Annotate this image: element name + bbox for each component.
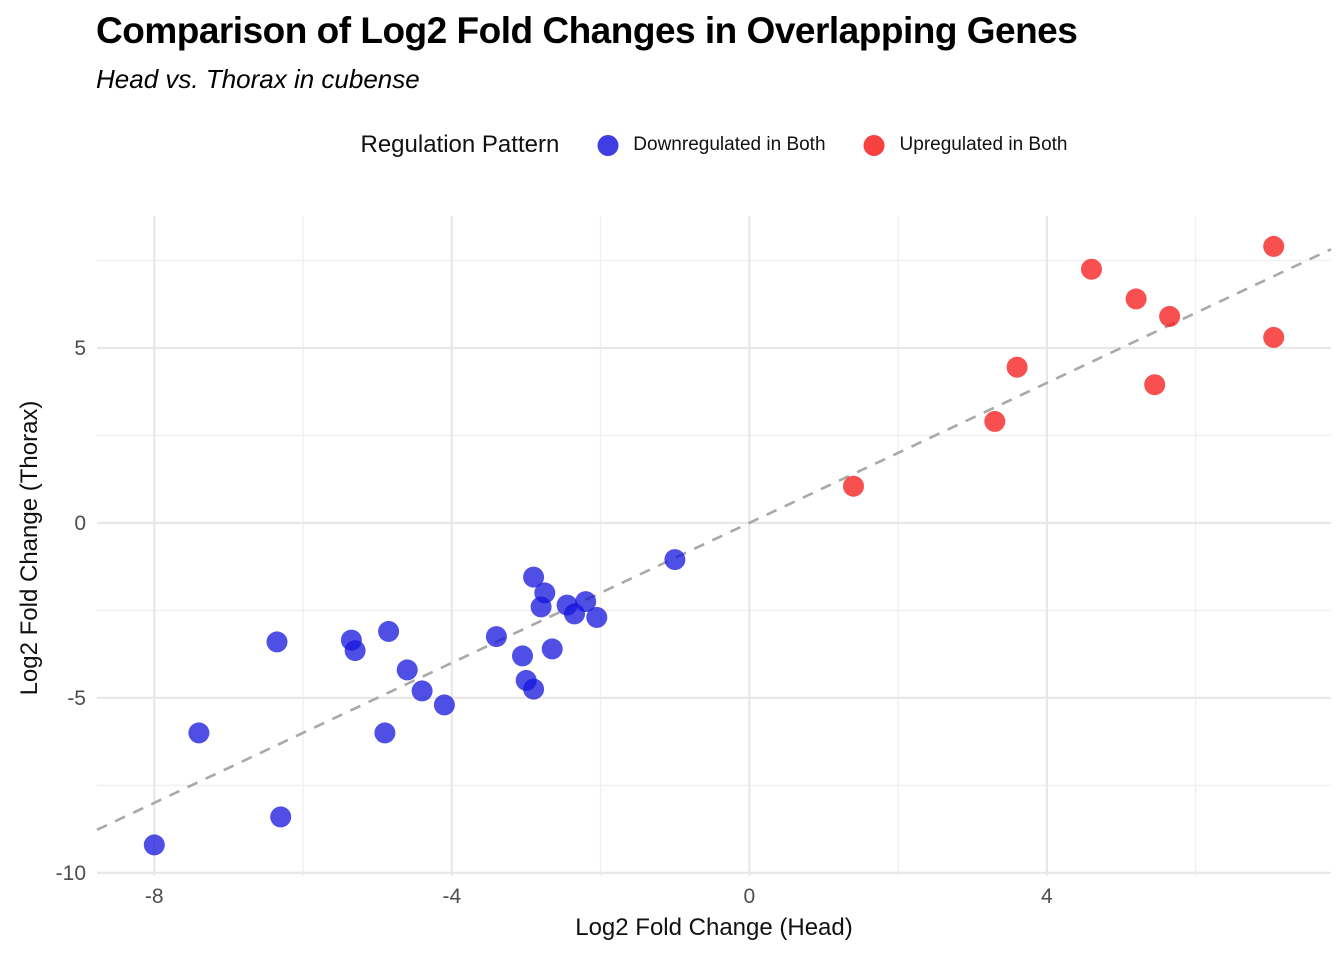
- data-point-upregulated: [1144, 374, 1166, 396]
- legend-label-downregulated: Downregulated in Both: [633, 134, 826, 155]
- data-point-downregulated: [433, 694, 455, 716]
- data-point-upregulated: [1263, 235, 1285, 257]
- data-point-downregulated: [485, 626, 507, 648]
- legend-title: Regulation Pattern: [360, 131, 560, 158]
- y-tick-labels: 5 0 -5 -10: [56, 337, 86, 885]
- x-tick-label: -4: [442, 885, 461, 908]
- legend-label-upregulated: Upregulated in Both: [899, 134, 1068, 155]
- legend-marker-upregulated-icon: [863, 134, 885, 156]
- legend-marker-downregulated-icon: [597, 134, 619, 156]
- major-gridlines: [97, 216, 1331, 876]
- y-tick-label: 0: [74, 512, 86, 535]
- x-tick-label: -8: [145, 885, 164, 908]
- data-point-upregulated: [1159, 305, 1181, 327]
- y-tick-label: -5: [67, 687, 86, 710]
- data-point-downregulated: [396, 659, 418, 681]
- data-point-downregulated: [523, 678, 545, 700]
- legend-item-downregulated: Downregulated in Both: [597, 134, 826, 156]
- data-point-downregulated: [664, 549, 686, 571]
- data-point-downregulated: [411, 680, 433, 702]
- identity-reference-line: [96, 248, 1332, 831]
- y-tick-label: -10: [56, 862, 86, 885]
- data-point-downregulated: [143, 834, 165, 856]
- data-point-downregulated: [541, 638, 563, 660]
- data-point-downregulated: [534, 582, 556, 604]
- data-point-upregulated: [843, 475, 864, 497]
- x-tick-label: 4: [1041, 885, 1053, 908]
- data-point-upregulated: [984, 410, 1006, 432]
- series-downregulated: [143, 549, 686, 856]
- data-point-downregulated: [344, 640, 366, 662]
- data-point-downregulated: [378, 620, 400, 642]
- data-point-upregulated: [1263, 326, 1285, 348]
- data-point-downregulated: [523, 566, 545, 588]
- data-point-downregulated: [270, 806, 292, 828]
- data-point-downregulated: [374, 722, 396, 744]
- series-upregulated: [843, 235, 1285, 497]
- data-point-downregulated: [586, 606, 608, 628]
- data-point-upregulated: [1125, 288, 1147, 310]
- data-point-downregulated: [512, 645, 533, 667]
- chart-title: Comparison of Log2 Fold Changes in Overl…: [96, 10, 1078, 51]
- data-point-upregulated: [1081, 258, 1102, 280]
- data-point-downregulated: [575, 591, 597, 613]
- legend: Regulation Pattern Downregulated in Both…: [361, 131, 1068, 159]
- y-axis-title: Log2 Fold Change (Thorax): [16, 400, 43, 696]
- x-tick-labels: -8 -4 0 4: [145, 885, 1053, 908]
- minor-gridlines: [97, 216, 1331, 876]
- data-point-downregulated: [266, 631, 288, 653]
- chart-subtitle: Head vs. Thorax in cubense: [96, 64, 420, 94]
- y-tick-label: 5: [74, 337, 86, 360]
- data-point-upregulated: [1006, 356, 1028, 378]
- legend-item-upregulated: Upregulated in Both: [863, 134, 1068, 156]
- x-axis-title: Log2 Fold Change (Head): [575, 914, 853, 941]
- x-tick-label: 0: [743, 885, 755, 908]
- data-point-downregulated: [188, 722, 210, 744]
